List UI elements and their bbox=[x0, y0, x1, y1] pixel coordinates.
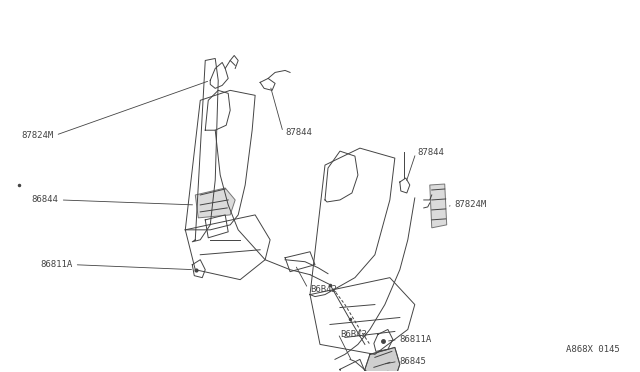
Text: 86845: 86845 bbox=[400, 357, 427, 366]
Text: B6B42: B6B42 bbox=[310, 285, 337, 294]
Text: 86811A: 86811A bbox=[400, 335, 432, 344]
Text: 86811A: 86811A bbox=[40, 260, 72, 269]
Polygon shape bbox=[195, 188, 235, 218]
Text: 87824M: 87824M bbox=[21, 131, 54, 140]
Text: 86844: 86844 bbox=[32, 195, 59, 205]
Text: A868X 0145: A868X 0145 bbox=[566, 345, 620, 355]
Polygon shape bbox=[365, 347, 400, 372]
Text: 87824M: 87824M bbox=[454, 201, 487, 209]
Polygon shape bbox=[430, 184, 447, 228]
Text: 87844: 87844 bbox=[285, 128, 312, 137]
Text: B6B43: B6B43 bbox=[340, 330, 367, 339]
Text: 87844: 87844 bbox=[418, 148, 445, 157]
